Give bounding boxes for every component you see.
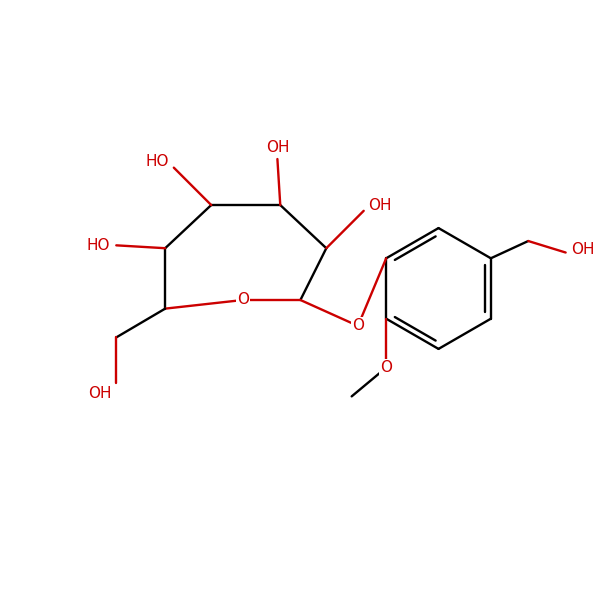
- Text: OH: OH: [368, 197, 392, 212]
- Text: HO: HO: [146, 154, 169, 169]
- Text: HO: HO: [86, 238, 110, 253]
- Text: OH: OH: [88, 386, 112, 401]
- Text: OH: OH: [571, 242, 595, 257]
- Text: OH: OH: [266, 140, 289, 155]
- Text: O: O: [352, 319, 364, 334]
- Text: O: O: [237, 292, 249, 307]
- Text: O: O: [380, 360, 392, 375]
